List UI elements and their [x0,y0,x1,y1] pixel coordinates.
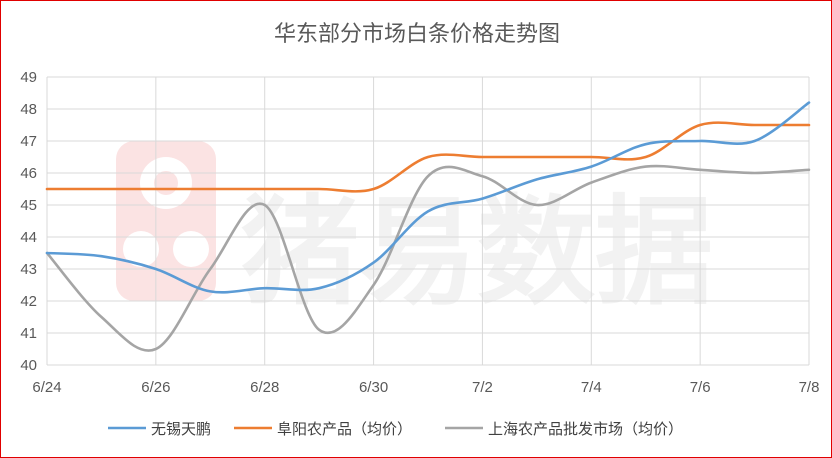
y-axis: 40 41 42 43 44 45 46 47 48 49 [20,69,37,374]
series-line-3 [45,164,811,352]
y-tick-label: 41 [20,325,37,342]
x-axis: 6/24 6/26 6/28 6/30 7/2 7/4 7/6 7/8 [32,379,819,396]
x-tick-label: 7/6 [690,379,711,396]
y-tick-label: 43 [20,261,37,278]
y-tick-label: 40 [20,357,37,374]
series-line-2 [45,121,811,193]
series-line-1 [45,101,811,294]
x-tick-label: 6/24 [32,379,61,396]
x-tick-label: 6/26 [141,379,170,396]
watermark-logo-icon [116,141,216,301]
x-tick-label: 6/28 [250,379,279,396]
watermark: 猪易数据 [116,141,713,321]
x-tick-label: 7/2 [472,379,493,396]
legend-label-1: 无锡天鹏 [151,420,211,438]
y-tick-label: 46 [20,165,37,182]
legend: 无锡天鹏 阜阳农产品（均价） 上海农产品批发市场（均价） [108,420,683,438]
chart-title: 华东部分市场白条价格走势图 [274,22,560,47]
series-lines [45,101,811,352]
y-tick-label: 48 [20,101,37,118]
y-tick-label: 49 [20,69,37,86]
legend-label-2: 阜阳农产品（均价） [277,420,412,438]
x-tick-label: 7/4 [581,379,602,396]
legend-label-3: 上海农产品批发市场（均价） [488,420,683,438]
y-tick-label: 42 [20,293,37,310]
y-tick-label: 44 [20,229,37,246]
watermark-text: 猪易数据 [241,183,713,321]
y-tick-label: 45 [20,197,37,214]
y-tick-label: 47 [20,133,37,150]
x-tick-label: 7/8 [799,379,820,396]
x-tick-label: 6/30 [359,379,388,396]
